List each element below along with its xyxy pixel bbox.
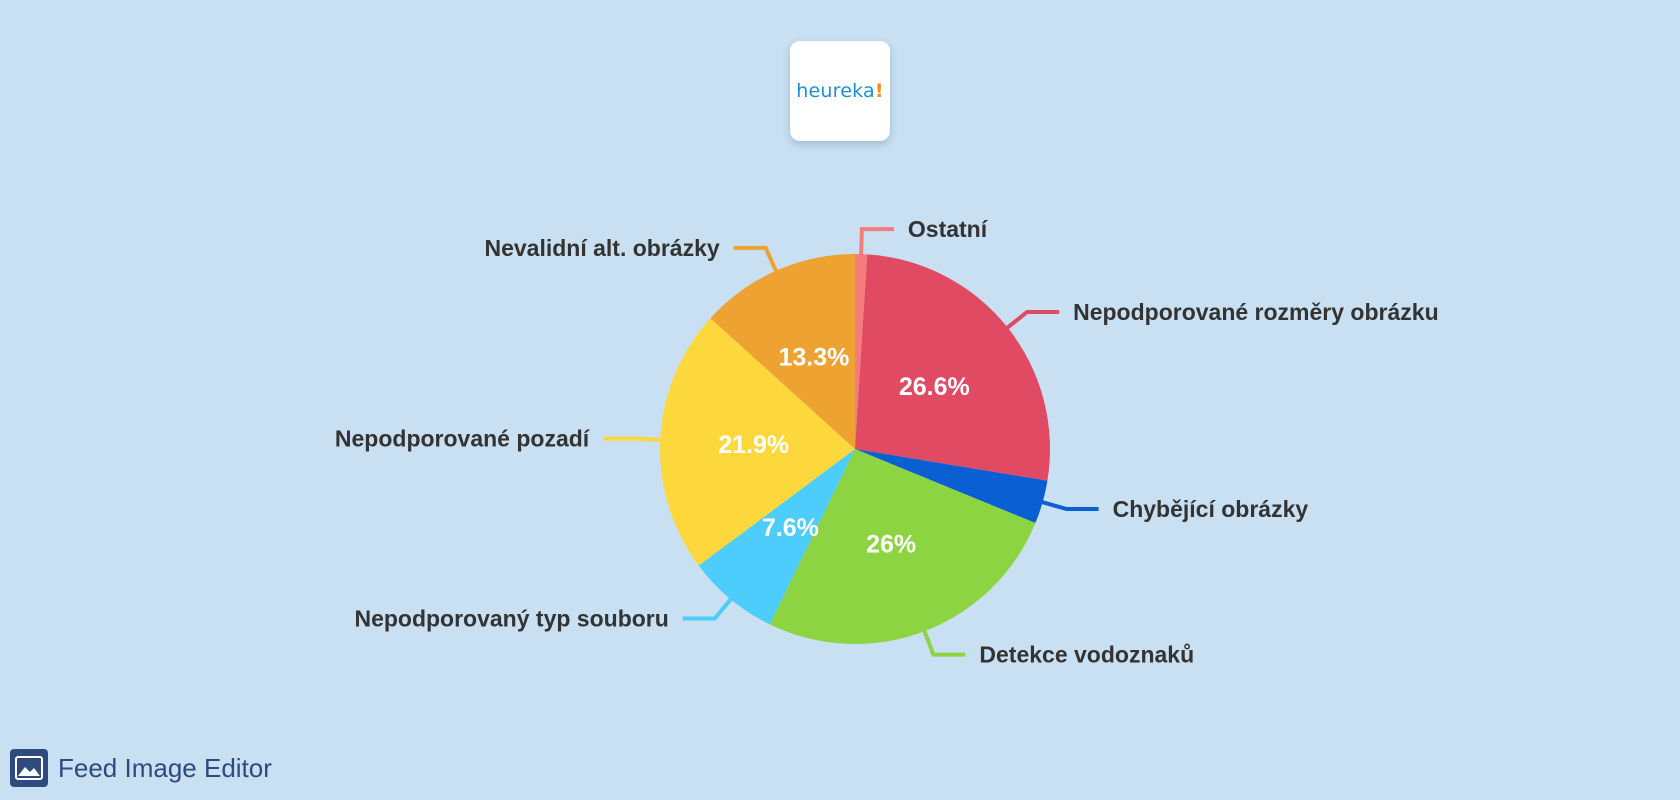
connector-chybejici-obrazky [1040,499,1099,511]
label-connectors [603,227,1099,657]
slice-labels: Ostatní Nepodporované rozměry obrázku Chyb… [335,216,1439,667]
pie-slices [659,253,1050,644]
slice-label-chybejici-obrazky: Chybějící obrázky [1113,496,1309,522]
pie-slice-ostatni[interactable] [855,253,868,449]
percent-label-nevalidni-alt-obrazky: 13.3% [778,343,849,371]
connector-nepodporovany-typ-souboru [682,596,734,621]
connector-nepodporovane-rozmery-obrazku [1004,310,1060,331]
connector-ostatni [859,227,894,257]
slice-label-nepodporovane-rozmery-obrazku: Nepodporované rozměry obrázku [1073,299,1439,325]
app-title: Feed Image Editor [58,752,272,783]
logo-accent: ! [874,80,884,102]
logo-text: heureka [796,80,875,102]
slice-label-nevalidni-alt-obrazky: Nevalidní alt. obrázky [484,235,719,261]
connector-detekce-vodoznaku [921,628,966,657]
percent-label-detekce-vodoznaku: 26% [866,531,916,559]
slice-label-nepodporovany-typ-souboru: Nepodporovaný typ souboru [354,606,668,632]
percent-label-nepodporovane-rozmery-obrazku: 26.6% [899,373,970,401]
heureka-logo: heureka! [796,80,883,102]
percent-label-nepodporovane-pozadi: 21.9% [718,431,789,459]
pie-slice-nepodporovany-typ-souboru[interactable] [698,449,855,625]
footer-brand: Feed Image Editor [10,749,272,787]
percent-label-nepodporovany-typ-souboru: 7.6% [762,514,819,542]
pie-slice-nepodporovane-pozadi[interactable] [659,318,855,566]
pie-slice-detekce-vodoznaku[interactable] [769,449,1036,644]
connector-nepodporovane-pozadi [603,436,663,442]
connector-nevalidni-alt-obrazky [733,245,779,274]
pie-slice-nepodporovane-rozmery-obrazku[interactable] [855,254,1050,481]
image-icon [10,749,48,787]
logo-card: heureka! [790,41,890,141]
pie-slice-chybejici-obrazky[interactable] [855,449,1048,524]
slice-label-nepodporovane-pozadi: Nepodporované pozadí [335,426,591,452]
percent-labels: 26.6% 26% 7.6% 21.9% 13.3% [718,343,969,558]
slice-label-detekce-vodoznaku: Detekce vodoznaků [979,642,1194,668]
slice-label-ostatni: Ostatní [908,216,989,242]
pie-slice-nevalidni-alt-obrazky[interactable] [710,254,855,449]
